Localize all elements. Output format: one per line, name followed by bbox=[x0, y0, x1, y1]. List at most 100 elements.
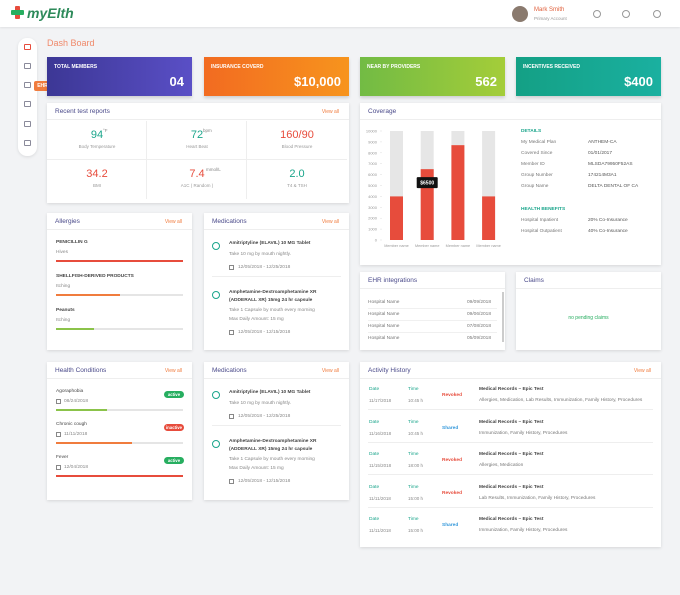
stat-card: TOTAL MEMBERS 04 bbox=[47, 57, 192, 96]
activity-status: Revoked bbox=[442, 458, 462, 463]
report-label: Heart Beat bbox=[186, 144, 208, 149]
health-conditions-panel: Health Conditions View all Agoraphobia 08/2… bbox=[47, 362, 192, 500]
detail-key: Member ID bbox=[521, 162, 545, 167]
date-label: Date bbox=[369, 387, 380, 392]
scrollbar bbox=[502, 292, 504, 342]
detail-value: 174214M3A1 bbox=[588, 173, 617, 178]
medication-name: Amitriptyline (ELAVIL) 10 MG Tablet bbox=[229, 390, 311, 395]
stat-value: $10,000 bbox=[294, 74, 341, 89]
activity-title: Medical Records – Epic Test bbox=[479, 452, 544, 457]
ehr-date: 05/09/2018 bbox=[467, 336, 492, 341]
activity-desc: Lab Results, Immunization, Family Histor… bbox=[479, 495, 596, 501]
stat-card: INCENTIVES RECEIVED $400 bbox=[516, 57, 661, 96]
sidebar-icon[interactable] bbox=[24, 44, 31, 50]
condition-name: Chronic cough bbox=[56, 422, 87, 427]
view-all-link[interactable]: View all bbox=[321, 109, 339, 115]
y-tick-label: 3000 bbox=[368, 205, 378, 210]
progress-track bbox=[56, 409, 183, 411]
sidebar-icon[interactable] bbox=[24, 82, 31, 88]
panel-title: Coverage bbox=[368, 108, 397, 115]
activity-desc: Immunization, Family History, Procedures bbox=[479, 528, 568, 533]
y-tick-label: 5000 bbox=[368, 183, 378, 188]
y-tick-label: 7000 bbox=[368, 161, 378, 166]
page-title: Dash Board bbox=[47, 38, 95, 48]
y-tick-label: 0 bbox=[375, 238, 378, 243]
header-icon[interactable] bbox=[622, 10, 630, 18]
condition-status: active bbox=[164, 391, 184, 398]
divider bbox=[360, 119, 661, 120]
medications_2-panel: Medications View all Amitriptyline (ELAVIL… bbox=[204, 362, 349, 500]
detail-value: 20% Co-Insurance bbox=[588, 218, 628, 223]
claims-panel: Claims no pending claims bbox=[516, 272, 661, 350]
report-value: 7.4 bbox=[189, 168, 205, 180]
sidebar-icon[interactable] bbox=[24, 121, 31, 127]
header-icon[interactable] bbox=[653, 10, 661, 18]
detail-value: DELTA DENTAL OF CA bbox=[588, 184, 639, 189]
detail-key: Hospital Inpatient bbox=[521, 218, 559, 223]
y-tick-label: 6000 bbox=[368, 172, 378, 177]
medication-name: Amphetamine-Dextroamphetamine XR (ADDERA… bbox=[229, 289, 317, 304]
sidebar-icon[interactable] bbox=[24, 63, 31, 69]
progress-bar bbox=[56, 442, 133, 444]
time-label: Time bbox=[408, 387, 419, 392]
view-all-link[interactable]: View all bbox=[164, 368, 182, 374]
details-heading: DETAILS bbox=[521, 129, 542, 134]
sidebar-active-tag[interactable]: EHR bbox=[34, 81, 51, 91]
medication-icon bbox=[212, 290, 220, 299]
view-all-link[interactable]: View all bbox=[321, 368, 339, 374]
allergy-reaction: Itching bbox=[56, 284, 71, 289]
condition-status: active bbox=[164, 457, 184, 464]
divider bbox=[204, 229, 349, 230]
sidebar-icon[interactable] bbox=[24, 140, 31, 146]
divider bbox=[212, 424, 341, 426]
panel-title: Medications bbox=[212, 367, 247, 374]
activity-date: 11/15/2018 bbox=[369, 463, 392, 468]
medication-instruction: Take 1 Capsule by mouth every morning bbox=[229, 307, 315, 313]
details-heading: HEALTH BENEFITS bbox=[521, 207, 566, 212]
report-label: Body Temperature bbox=[78, 144, 116, 149]
report-label: A1C ( Random ) bbox=[180, 183, 214, 188]
logo-text: myElth bbox=[27, 5, 74, 21]
cell-divider bbox=[147, 160, 247, 199]
view-all-link[interactable]: View all bbox=[633, 368, 651, 374]
detail-value: 01/01/2017 bbox=[588, 151, 613, 156]
sidebar-icon[interactable] bbox=[24, 101, 31, 107]
panel-title: Health Conditions bbox=[55, 367, 107, 374]
y-tick-label: 10000 bbox=[366, 129, 378, 134]
panel-title: Claims bbox=[524, 277, 544, 284]
condition-name: Agoraphobia bbox=[56, 389, 84, 394]
logo-icon bbox=[11, 6, 24, 19]
x-tick-label: Member name bbox=[446, 244, 470, 248]
claims-empty: no pending claims bbox=[568, 315, 609, 321]
cell-divider bbox=[147, 121, 247, 160]
coverage-panel: Coverage 0 1000 2000 3000 4000 5000 6000 7000 800… bbox=[360, 103, 661, 265]
report-value: 94 bbox=[90, 129, 104, 141]
cell-divider bbox=[47, 160, 147, 199]
user-name[interactable]: Mark Smith bbox=[534, 7, 565, 13]
ehr-hospital: Hospital Name bbox=[368, 336, 400, 341]
view-all-link[interactable]: View all bbox=[164, 219, 182, 225]
medications-panel: Medications View all Amitriptyline (ELAVIL… bbox=[204, 213, 349, 350]
panel-title: Activity History bbox=[368, 367, 411, 374]
divider bbox=[368, 441, 653, 443]
divider bbox=[368, 308, 497, 309]
severity-bar bbox=[56, 260, 183, 262]
y-tick-label: 8000 bbox=[368, 150, 378, 155]
view-all-link[interactable]: View all bbox=[321, 219, 339, 225]
detail-value: 40% Co-Insurance bbox=[588, 229, 628, 234]
detail-key: Covered Since bbox=[521, 151, 553, 156]
condition-status: inactive bbox=[164, 424, 184, 431]
allergy-name: Peanuts bbox=[56, 308, 75, 313]
bar bbox=[390, 196, 403, 240]
cell-divider bbox=[247, 121, 347, 160]
header-icon[interactable] bbox=[593, 10, 601, 18]
avatar[interactable] bbox=[512, 6, 528, 22]
activity-title: Medical Records – Epic Test bbox=[479, 484, 544, 490]
panel-title: Medications bbox=[212, 218, 247, 225]
y-tick-label: 9000 bbox=[368, 139, 378, 144]
medication-name: Amphetamine-Dextroamphetamine XR (ADDERA… bbox=[229, 438, 317, 453]
activity-status: Revoked bbox=[442, 393, 462, 398]
activity-desc: Immunization, Family History, Procedures bbox=[479, 430, 568, 436]
allergy-reaction: Hives bbox=[56, 250, 68, 255]
